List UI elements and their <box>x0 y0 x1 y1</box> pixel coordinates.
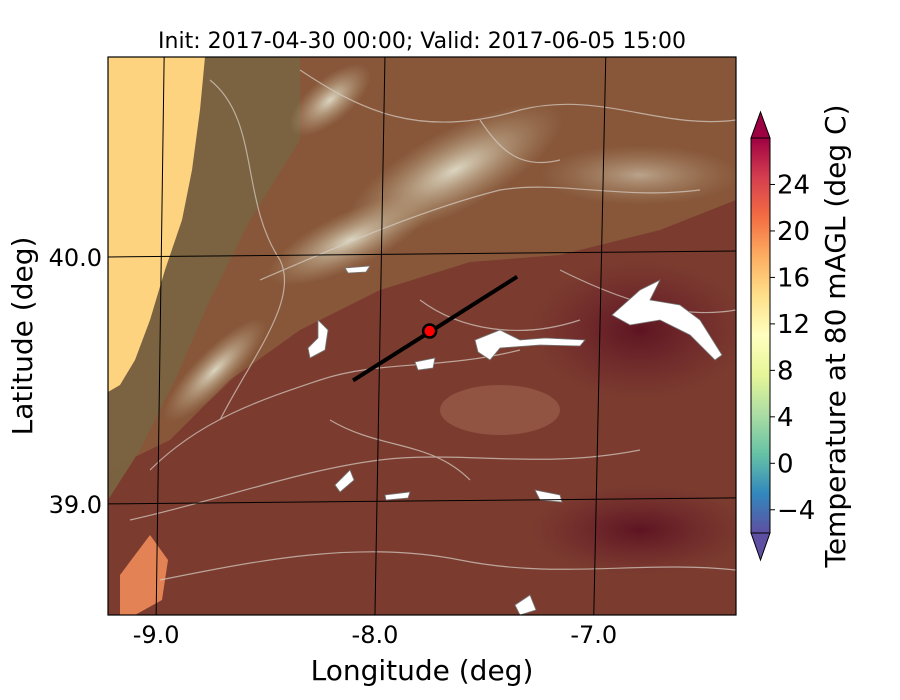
colorbar-tick-label: 20 <box>777 217 810 247</box>
y-axis-ticks: 40.0 39.0 <box>49 244 102 519</box>
x-tick-label: -9.0 <box>133 621 180 649</box>
colorbar-tick-label: 16 <box>777 263 810 293</box>
colorbar-tick-label: 24 <box>777 170 810 200</box>
colorbar-extend-min <box>750 532 771 562</box>
colorbar-tick-label: 8 <box>777 356 794 386</box>
highland-ridge <box>540 145 736 205</box>
parallel-line <box>107 497 737 505</box>
highland-ridge <box>289 63 371 137</box>
x-tick-label: -8.0 <box>352 621 399 649</box>
colorbar-tick-label: 4 <box>777 403 794 433</box>
x-tick-label: -7.0 <box>570 621 617 649</box>
colorbar-frame <box>750 137 771 534</box>
highland-ridge <box>267 194 433 286</box>
colorbar-tick-label: 0 <box>777 449 794 479</box>
meridian-line <box>374 56 386 616</box>
water-bodies <box>307 265 723 615</box>
colorbar-tick-label: 12 <box>777 310 810 340</box>
x-axis-label: Longitude (deg) <box>311 654 534 687</box>
meridian-line <box>155 56 165 616</box>
y-tick-label: 39.0 <box>49 491 102 519</box>
hot-region <box>530 260 736 400</box>
map-frame <box>107 56 737 616</box>
location-marker <box>421 323 438 339</box>
y-tick-label: 40.0 <box>49 244 102 272</box>
highland-ridge <box>163 318 267 422</box>
y-axis-label: Latitude (deg) <box>6 237 39 436</box>
colorbar-ticks: −4 0 4 8 12 16 20 24 <box>770 170 815 526</box>
colorbar-extend-max <box>750 110 771 139</box>
meridian-line <box>593 56 607 616</box>
hot-region <box>530 485 736 575</box>
map-panel <box>108 57 736 615</box>
graticule <box>107 56 737 616</box>
colorbar-label: Temperature at 80 mAGL (deg C) <box>819 104 852 568</box>
colorbar: −4 0 4 8 12 16 20 24 Temperature at 80 mAGL (de… <box>750 104 852 569</box>
colorbar-tick-label: −4 <box>777 496 815 526</box>
x-axis-ticks: -9.0 -8.0 -7.0 <box>133 621 617 649</box>
map-title: Init: 2017-04-30 00:00; Valid: 2017-06-0… <box>158 29 686 54</box>
colorbar-body <box>751 138 770 533</box>
hill-patch <box>440 385 560 435</box>
ocean <box>108 57 205 392</box>
parallel-line <box>107 250 737 258</box>
